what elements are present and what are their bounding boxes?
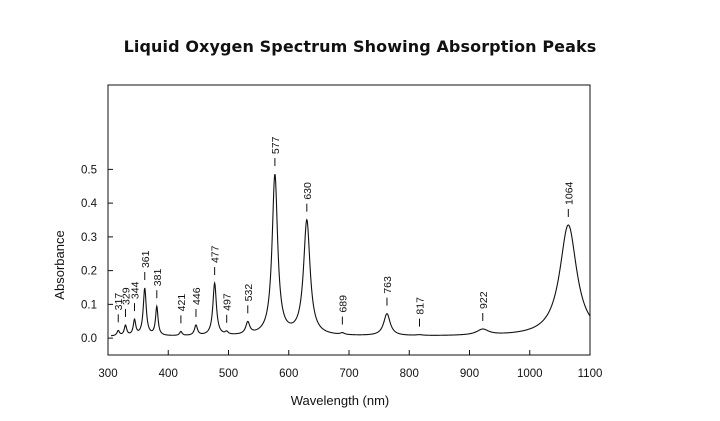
chart-title: Liquid Oxygen Spectrum Showing Absorptio… [123,37,597,56]
peak-label: 329 [120,287,132,305]
x-tick-label: 600 [279,368,298,380]
x-tick-label: 1100 [578,368,603,380]
y-tick-label: 0.5 [81,164,97,176]
peak-label: 689 [337,295,349,313]
x-tick-label: 500 [219,368,238,380]
y-tick-label: 0.0 [81,333,97,345]
x-tick-label: 400 [159,368,178,380]
x-tick-label: 800 [400,368,419,380]
spectrum-line [110,173,591,337]
x-axis-ticks: 300 400 500 600 700 800 900 1000 1100 [98,350,602,380]
y-tick-label: 0.4 [81,198,98,210]
peak-label: 446 [191,287,203,305]
x-tick-label: 700 [339,368,358,380]
y-tick-label: 0.1 [81,299,97,311]
x-tick-label: 300 [98,368,117,380]
x-tick-label: 900 [460,368,479,380]
peak-label: 317 [113,293,125,311]
peak-label: 361 [140,250,152,268]
peak-label: 532 [243,284,255,302]
peak-label: 817 [414,297,426,315]
peak-label: 381 [152,269,164,287]
peak-label: 344 [130,281,142,299]
y-axis-ticks: 0.0 0.1 0.2 0.3 0.4 0.5 [81,164,113,345]
x-axis-label: Wavelength (nm) [291,393,390,408]
x-tick-label: 1000 [517,368,543,380]
peak-label: 630 [302,182,314,200]
peak-label: 497 [222,293,234,311]
peak-label: 763 [382,276,394,294]
plot-frame [107,84,591,356]
peak-label: 1064 [563,181,575,205]
y-axis-label: Absorbance [52,230,67,299]
y-tick-label: 0.2 [81,266,97,278]
peak-label: 421 [176,294,188,312]
y-tick-label: 0.3 [81,232,97,244]
peak-label: 922 [478,291,490,309]
peak-label: 477 [210,245,222,263]
peak-label: 577 [270,136,282,154]
